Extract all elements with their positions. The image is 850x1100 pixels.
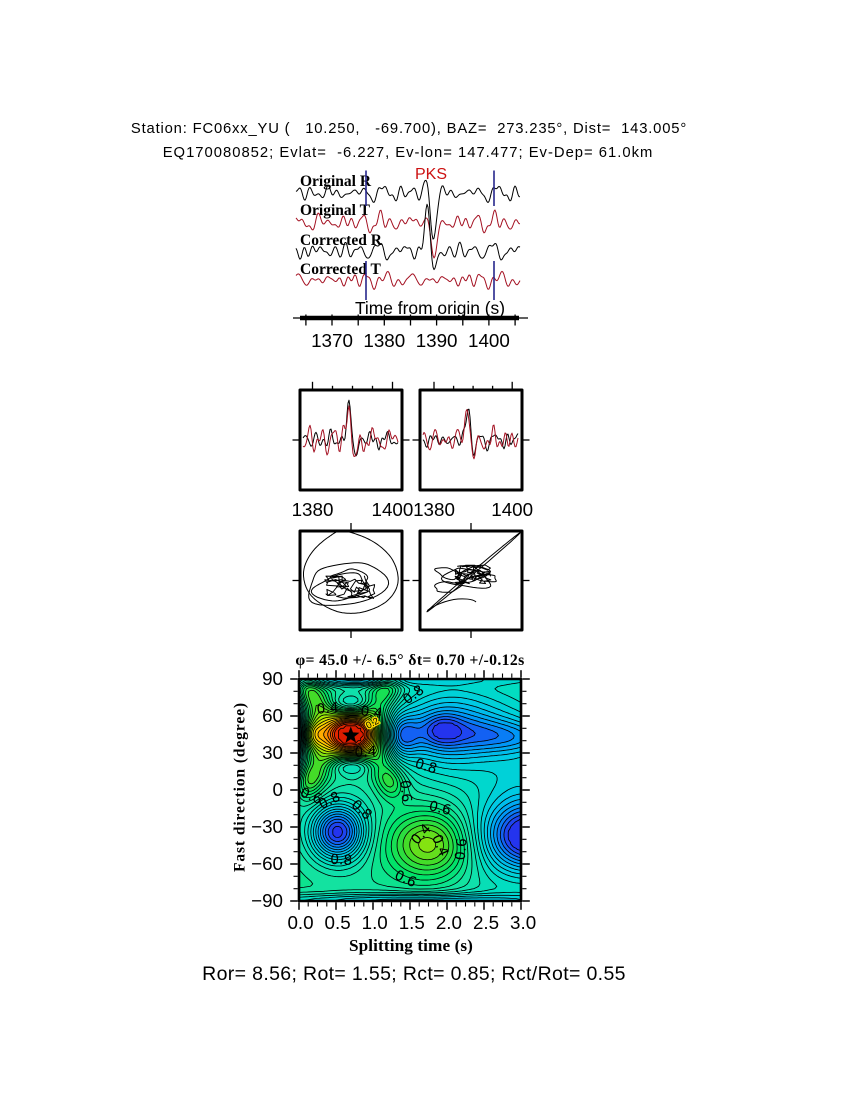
svg-text:0.2: 0.2 <box>364 716 381 732</box>
